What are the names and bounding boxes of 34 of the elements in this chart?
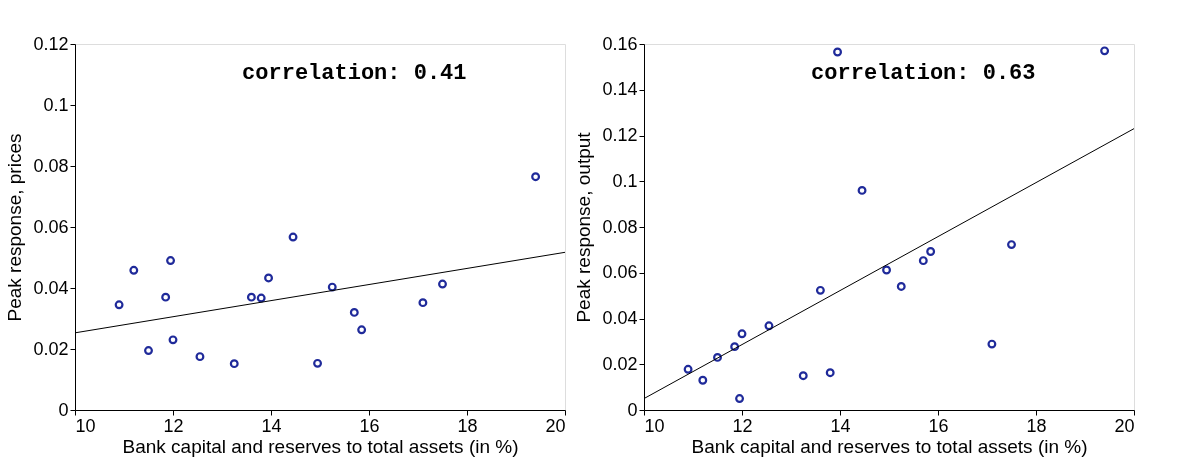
- y-tick-label: 0: [627, 399, 638, 420]
- y-tick-label: 0.04: [33, 277, 69, 298]
- annotation: correlation: 0.63: [811, 61, 1036, 86]
- x-tick-label: 14: [830, 415, 851, 436]
- x-tick-label: 12: [732, 415, 753, 436]
- y-tick-label: 0.06: [33, 216, 69, 237]
- x-tick-label: 10: [644, 415, 665, 436]
- y-tick-label: 0.06: [602, 262, 638, 283]
- x-tick-label: 16: [359, 415, 380, 436]
- y-tick-label: 0.02: [602, 353, 638, 374]
- x-tick-label: 10: [75, 415, 96, 436]
- y-tick-label: 0.1: [43, 94, 69, 115]
- x-tick-label: 20: [1114, 415, 1135, 436]
- y-axis-title: Peak response, output: [573, 131, 595, 323]
- y-tick-label: 0: [58, 399, 69, 420]
- x-tick-label: 14: [261, 415, 282, 436]
- x-axis-title: Bank capital and reserves to total assets (in %): [122, 435, 519, 457]
- y-tick-label: 0.04: [602, 308, 638, 328]
- y-tick-label: 0.12: [602, 125, 638, 145]
- y-tick-label: 0.1: [612, 170, 638, 191]
- y-axis-title: Peak response, prices: [4, 133, 26, 322]
- y-tick-label: 0.08: [33, 155, 69, 176]
- y-tick-label: 0.14: [602, 79, 638, 100]
- x-tick-label: 12: [163, 415, 184, 436]
- x-axis-title: Bank capital and reserves to total assets (in %): [691, 435, 1088, 457]
- y-tick-label: 0.08: [602, 216, 638, 237]
- y-tick-label: 0.12: [33, 33, 69, 54]
- y-tick-label: 0.16: [602, 33, 638, 54]
- x-tick-label: 20: [545, 415, 566, 436]
- y-tick-label: 0.02: [33, 338, 69, 359]
- annotation: correlation: 0.41: [242, 61, 467, 86]
- x-tick-label: 18: [457, 415, 478, 436]
- x-tick-label: 18: [1026, 415, 1047, 436]
- x-tick-label: 16: [928, 415, 949, 436]
